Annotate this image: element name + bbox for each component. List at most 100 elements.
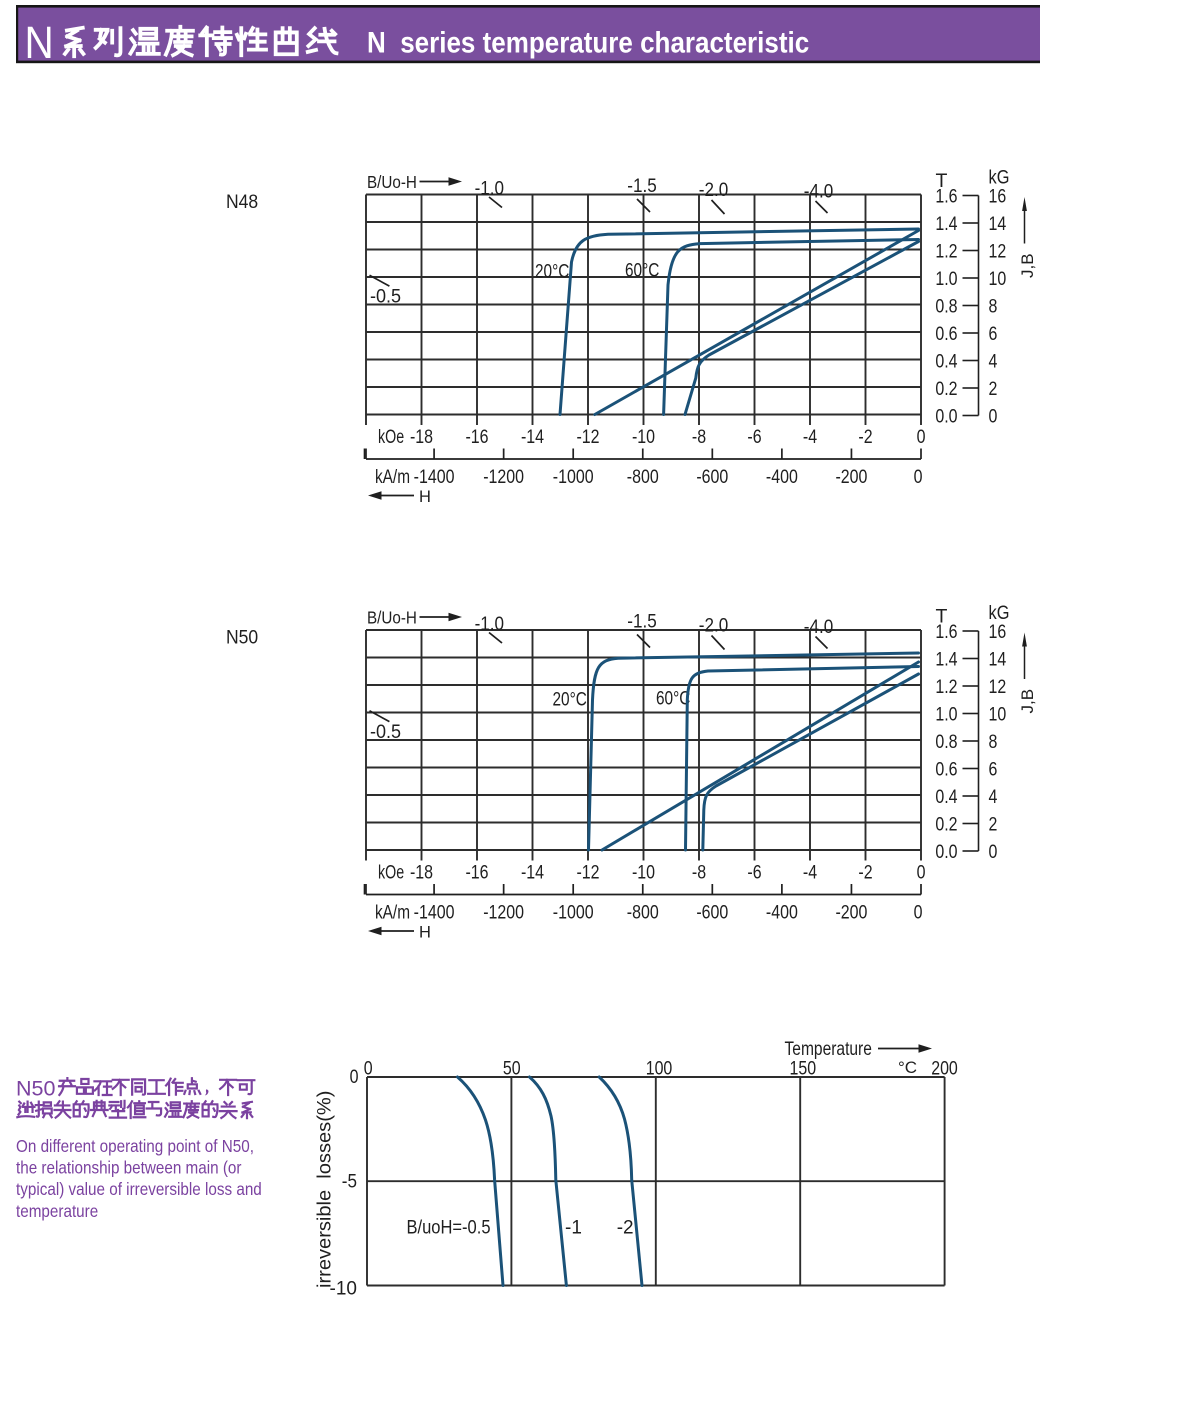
svg-text:-400: -400 — [766, 466, 798, 488]
svg-text:-14: -14 — [521, 861, 544, 883]
svg-text:-12: -12 — [576, 861, 599, 883]
svg-text:kA/m: kA/m — [375, 901, 410, 923]
svg-text:0.0: 0.0 — [935, 405, 957, 427]
svg-text:-0.5: -0.5 — [370, 285, 401, 307]
svg-text:-600: -600 — [696, 466, 728, 488]
svg-text:8: 8 — [989, 295, 998, 317]
svg-text:0.6: 0.6 — [935, 758, 957, 780]
svg-text:60°C: 60°C — [656, 687, 690, 709]
svg-text:10: 10 — [989, 703, 1007, 725]
svg-text:150: 150 — [789, 1057, 816, 1079]
svg-text:1.4: 1.4 — [935, 648, 957, 670]
svg-text:temperature: temperature — [16, 1202, 98, 1221]
svg-text:the relationship between main: the relationship between main (or — [16, 1159, 242, 1178]
svg-text:N48: N48 — [226, 190, 258, 212]
svg-text:50: 50 — [503, 1057, 521, 1079]
svg-text:6: 6 — [989, 758, 998, 780]
svg-text:8: 8 — [989, 730, 998, 752]
svg-text:1.2: 1.2 — [935, 675, 957, 697]
svg-text:°C: °C — [898, 1058, 917, 1077]
svg-text:-2: -2 — [858, 861, 872, 883]
svg-text:-1: -1 — [565, 1218, 582, 1239]
svg-text:-1200: -1200 — [483, 901, 524, 923]
svg-text:H: H — [419, 924, 431, 942]
svg-text:-4: -4 — [803, 426, 817, 448]
svg-text:-0.5: -0.5 — [370, 721, 401, 743]
svg-text:N series temperature characte: N series temperature characteristic — [367, 26, 809, 59]
svg-text:100: 100 — [646, 1057, 673, 1079]
svg-text:typical) value of irreversible: typical) value of irreversible loss and — [16, 1180, 262, 1199]
svg-text:-12: -12 — [576, 426, 599, 448]
svg-text:-8: -8 — [692, 426, 706, 448]
svg-text:-10: -10 — [632, 861, 655, 883]
svg-text:-6: -6 — [747, 861, 761, 883]
svg-text:20°C: 20°C — [535, 260, 569, 282]
svg-text:-800: -800 — [627, 466, 659, 488]
svg-text:-16: -16 — [465, 861, 488, 883]
svg-text:On different operating point o: On different operating point of N50, — [16, 1137, 254, 1156]
svg-text:-1.5: -1.5 — [627, 175, 656, 196]
svg-text:-200: -200 — [835, 901, 867, 923]
svg-text:N: N — [25, 18, 54, 68]
svg-text:0: 0 — [914, 466, 923, 488]
svg-text:-4: -4 — [803, 861, 817, 883]
svg-text:0.6: 0.6 — [935, 322, 957, 344]
svg-text:0: 0 — [917, 861, 926, 883]
svg-text:B/Uo-H: B/Uo-H — [367, 173, 417, 192]
svg-text:0: 0 — [364, 1057, 373, 1079]
svg-text:0: 0 — [917, 426, 926, 448]
svg-text:0.8: 0.8 — [935, 295, 957, 317]
svg-text:-2: -2 — [858, 426, 872, 448]
svg-text:16: 16 — [989, 620, 1007, 642]
svg-text:-6: -6 — [747, 426, 761, 448]
svg-text:20°C: 20°C — [553, 688, 587, 710]
svg-text:J,B: J,B — [1018, 689, 1037, 714]
svg-text:1.6: 1.6 — [935, 185, 957, 207]
svg-text:-5: -5 — [342, 1171, 357, 1192]
svg-text:4: 4 — [989, 785, 998, 807]
svg-text:2: 2 — [989, 377, 998, 399]
svg-text:0.8: 0.8 — [935, 730, 957, 752]
svg-text:-2.0: -2.0 — [699, 615, 728, 636]
svg-text:200: 200 — [931, 1057, 958, 1079]
svg-text:kA/m: kA/m — [375, 465, 410, 487]
svg-text:B/Uo-H: B/Uo-H — [367, 609, 417, 628]
svg-text:4: 4 — [989, 350, 998, 372]
svg-text:kG: kG — [989, 602, 1010, 624]
svg-text:kG: kG — [989, 166, 1010, 188]
svg-text:0.4: 0.4 — [935, 785, 957, 807]
svg-text:irreversible losses(%): irreversible losses(%) — [314, 1091, 336, 1288]
svg-text:0: 0 — [350, 1066, 359, 1088]
svg-text:-1200: -1200 — [483, 466, 524, 488]
svg-text:12: 12 — [989, 240, 1007, 262]
svg-text:kOe: kOe — [378, 426, 404, 447]
svg-text:-400: -400 — [766, 901, 798, 923]
svg-text:-1000: -1000 — [553, 466, 594, 488]
svg-text:-10: -10 — [330, 1279, 357, 1300]
svg-text:-1400: -1400 — [414, 901, 455, 923]
svg-text:-18: -18 — [410, 861, 433, 883]
svg-text:1.2: 1.2 — [935, 240, 957, 262]
svg-text:1.6: 1.6 — [935, 620, 957, 642]
svg-text:-1.5: -1.5 — [627, 611, 656, 632]
svg-text:B/uoH=-0.5: B/uoH=-0.5 — [407, 1216, 491, 1237]
svg-text:2: 2 — [989, 813, 998, 835]
svg-text:kOe: kOe — [378, 862, 404, 883]
svg-text:-10: -10 — [632, 426, 655, 448]
svg-text:J,B: J,B — [1018, 253, 1037, 278]
svg-text:16: 16 — [989, 185, 1007, 207]
svg-text:0.2: 0.2 — [935, 813, 957, 835]
svg-text:-4.0: -4.0 — [804, 181, 833, 202]
svg-text:N50: N50 — [226, 626, 258, 648]
svg-text:-18: -18 — [410, 426, 433, 448]
svg-text:0: 0 — [989, 405, 998, 427]
svg-text:0: 0 — [989, 840, 998, 862]
svg-text:Temperature: Temperature — [785, 1038, 872, 1060]
svg-text:14: 14 — [989, 648, 1007, 670]
svg-text:-1.0: -1.0 — [475, 178, 504, 199]
svg-text:N50: N50 — [16, 1077, 55, 1101]
svg-text:0.4: 0.4 — [935, 350, 957, 372]
svg-text:H: H — [419, 488, 431, 506]
svg-text:0.2: 0.2 — [935, 377, 957, 399]
svg-text:-8: -8 — [692, 861, 706, 883]
